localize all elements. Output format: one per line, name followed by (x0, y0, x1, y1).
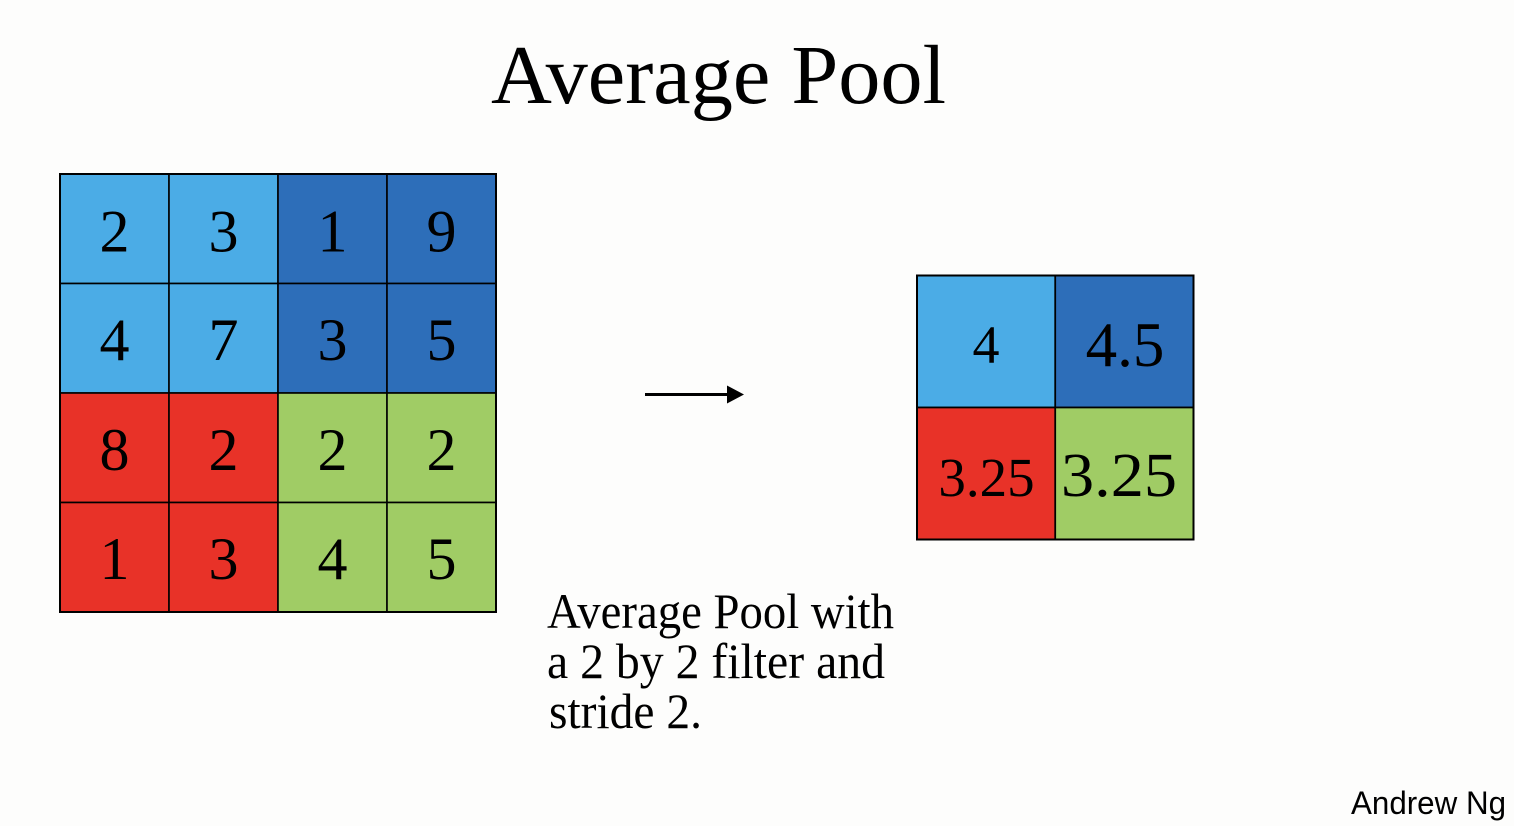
svg-text:1: 1 (318, 199, 348, 265)
svg-text:3.25: 3.25 (938, 447, 1034, 508)
svg-text:3.25: 3.25 (1061, 442, 1177, 510)
svg-text:Average Pool with: Average Pool with (547, 583, 894, 639)
svg-text:Andrew Ng: Andrew Ng (1351, 785, 1506, 821)
svg-text:2: 2 (318, 417, 348, 483)
svg-text:9: 9 (427, 199, 457, 265)
svg-text:3: 3 (209, 526, 239, 592)
svg-text:stride 2.: stride 2. (549, 683, 702, 739)
svg-text:a 2 by 2 filter and: a 2 by 2 filter and (547, 633, 885, 689)
svg-text:Average Pool: Average Pool (491, 29, 946, 122)
svg-text:4: 4 (318, 526, 348, 592)
svg-text:5: 5 (427, 307, 457, 373)
svg-text:3: 3 (318, 307, 348, 373)
svg-text:3: 3 (209, 199, 239, 265)
svg-text:2: 2 (427, 417, 457, 483)
svg-text:1: 1 (100, 526, 130, 592)
svg-text:2: 2 (209, 417, 239, 483)
svg-text:4: 4 (100, 307, 130, 373)
svg-text:8: 8 (100, 417, 130, 483)
svg-text:7: 7 (209, 307, 239, 373)
svg-text:4.5: 4.5 (1086, 310, 1165, 380)
svg-text:5: 5 (427, 526, 457, 592)
svg-text:2: 2 (100, 199, 130, 265)
svg-text:4: 4 (973, 315, 1000, 375)
